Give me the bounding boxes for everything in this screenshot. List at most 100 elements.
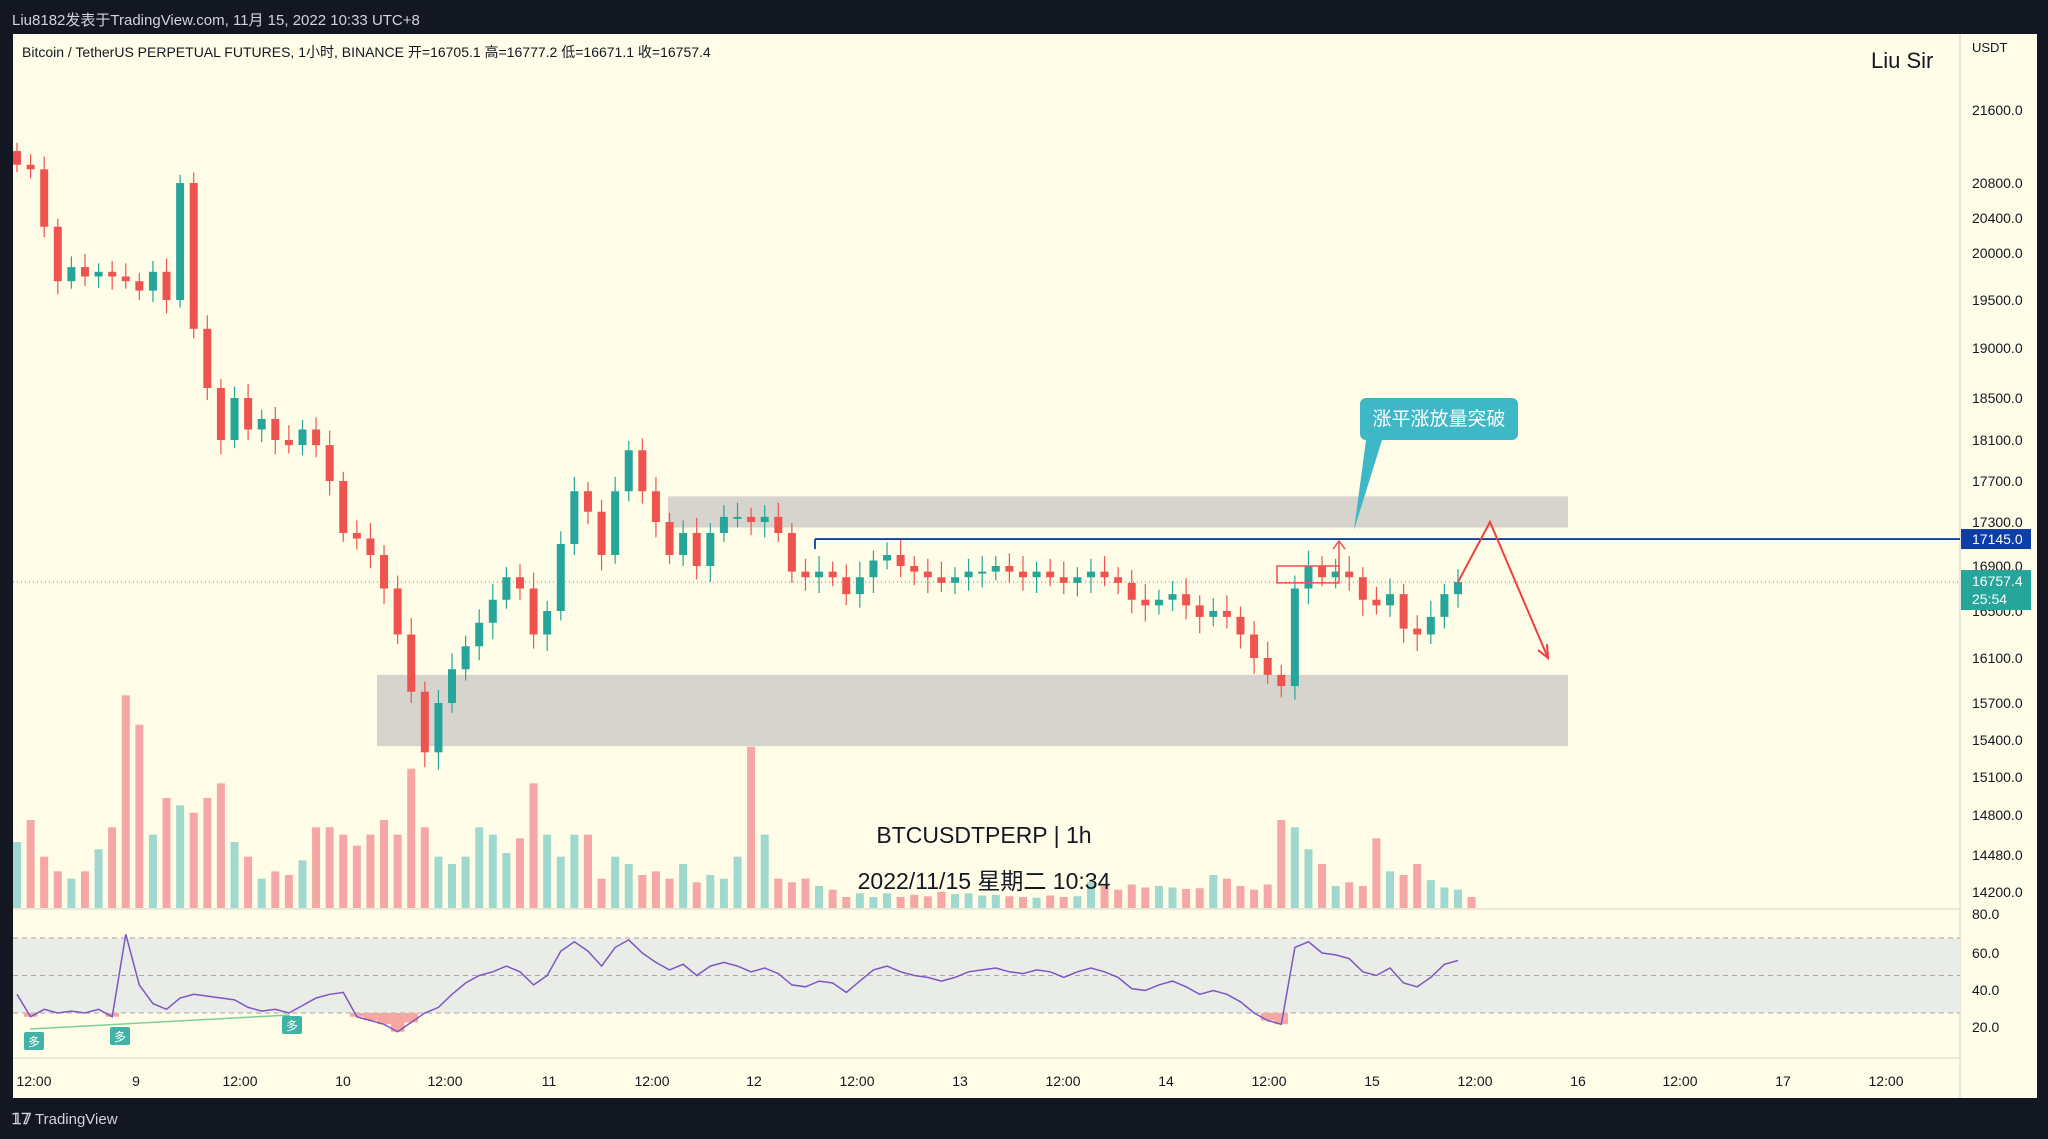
price-scale-tick: 21600.0 [1972, 102, 2023, 118]
chart-area[interactable] [13, 34, 2037, 1098]
candle-body [189, 183, 198, 329]
volume-bar [420, 827, 429, 908]
breakout-arrow-icon [1332, 539, 1346, 575]
volume-bar [1454, 889, 1462, 908]
volume-bar [964, 893, 973, 908]
volume-bar [1086, 882, 1095, 908]
candle-body [774, 516, 783, 533]
candle-body [556, 544, 565, 611]
time-axis-label: 11 [542, 1073, 557, 1089]
candle-body [380, 555, 389, 589]
candle-body [951, 577, 960, 583]
volume-bar [26, 820, 35, 908]
volume-bar [352, 845, 361, 908]
candle-body [1114, 577, 1123, 583]
rsi-buy-marker [110, 1027, 130, 1045]
candle-body [515, 577, 524, 589]
volume-bar [1277, 820, 1286, 908]
rsi-oversold-fill [377, 1013, 391, 1025]
volume-bar [40, 856, 49, 908]
volume-bar [896, 897, 905, 908]
volume-bar [923, 896, 932, 908]
price-scale-tick: 15100.0 [1972, 769, 2023, 785]
volume-bar [1250, 889, 1259, 908]
candle-body [1413, 628, 1422, 635]
volume-bar [951, 894, 960, 908]
candle-body [1399, 594, 1408, 629]
volume-bar [1073, 896, 1082, 908]
candle-body [733, 516, 742, 519]
candle-body [121, 276, 130, 282]
volume-bar [1263, 884, 1272, 908]
candle-body [638, 450, 647, 492]
volume-bar [842, 897, 851, 908]
candle-body [502, 577, 511, 600]
candle-body [706, 533, 715, 566]
volume-bar [203, 798, 212, 908]
time-axis-label: 15 [1364, 1073, 1380, 1089]
candle-body [135, 281, 144, 291]
volume-bar [910, 894, 919, 908]
time-axis-label: 12 [746, 1073, 762, 1089]
tradingview-brand[interactable]: 𝟙𝟟 TradingView [12, 1110, 118, 1128]
candle-body [488, 599, 497, 623]
publisher-text: Liu8182发表于TradingView.com, 11月 15, 2022 … [12, 12, 420, 29]
candle-body [1168, 594, 1177, 600]
price-scale-tick: 17300.0 [1972, 514, 2023, 530]
volume-bar [121, 695, 130, 908]
volume-bar [312, 827, 321, 908]
candle-body [1290, 588, 1299, 687]
volume-bar [624, 864, 633, 908]
volume-bar [1222, 878, 1231, 908]
volume-bar [638, 875, 647, 908]
volume-bar [1426, 880, 1435, 908]
volume-bar [1154, 886, 1163, 908]
volume-bar [366, 834, 375, 908]
time-axis-label: 13 [952, 1073, 968, 1089]
candle-body [13, 151, 21, 165]
brand-text: TradingView [35, 1111, 118, 1128]
publisher-bar: Liu8182发表于TradingView.com, 11月 15, 2022 … [0, 0, 2048, 34]
volume-bar [515, 838, 524, 908]
volume-bar [1399, 875, 1408, 908]
symbol-legend: Bitcoin / TetherUS PERPETUAL FUTURES, 1小… [22, 42, 711, 62]
candle-body [339, 481, 348, 533]
volume-bar [284, 875, 293, 908]
volume-bar [774, 878, 783, 908]
volume-bar [1290, 827, 1299, 908]
candle-body [869, 560, 878, 578]
volume-bar [230, 842, 239, 908]
candle-body [1209, 611, 1218, 617]
volume-bar [1345, 882, 1354, 908]
candle-body [1358, 577, 1367, 600]
volume-bar [815, 886, 824, 908]
last-price-label: 16757.4 [1972, 573, 2023, 589]
candle-body [1154, 599, 1163, 606]
candle-body [801, 571, 810, 578]
candle-body [883, 555, 892, 561]
volume-bar [597, 878, 606, 908]
candle-body [1018, 571, 1027, 578]
candle-body [1182, 594, 1191, 606]
volume-bar [1331, 886, 1340, 908]
candle-body [692, 533, 701, 566]
level-price-badge [1961, 529, 2031, 550]
price-scale-tick: 16900.0 [1972, 558, 2023, 574]
rsi-scale-tick: 60.0 [1972, 945, 1999, 961]
rsi-divergence-line [29, 1014, 291, 1030]
candle-body [80, 267, 89, 277]
volume-bar [298, 860, 307, 908]
volume-bar [80, 871, 89, 908]
time-axis-label: 10 [335, 1073, 351, 1089]
volume-bar [611, 856, 620, 908]
volume-bar [502, 853, 511, 908]
time-axis-label: 12:00 [1457, 1073, 1492, 1089]
volume-bar [339, 834, 348, 908]
candle-body [448, 669, 457, 703]
candle-body [910, 566, 919, 572]
callout-box [1360, 398, 1518, 440]
candle-body [1046, 571, 1055, 578]
volume-bar [1236, 886, 1245, 908]
candle-body [855, 577, 864, 595]
